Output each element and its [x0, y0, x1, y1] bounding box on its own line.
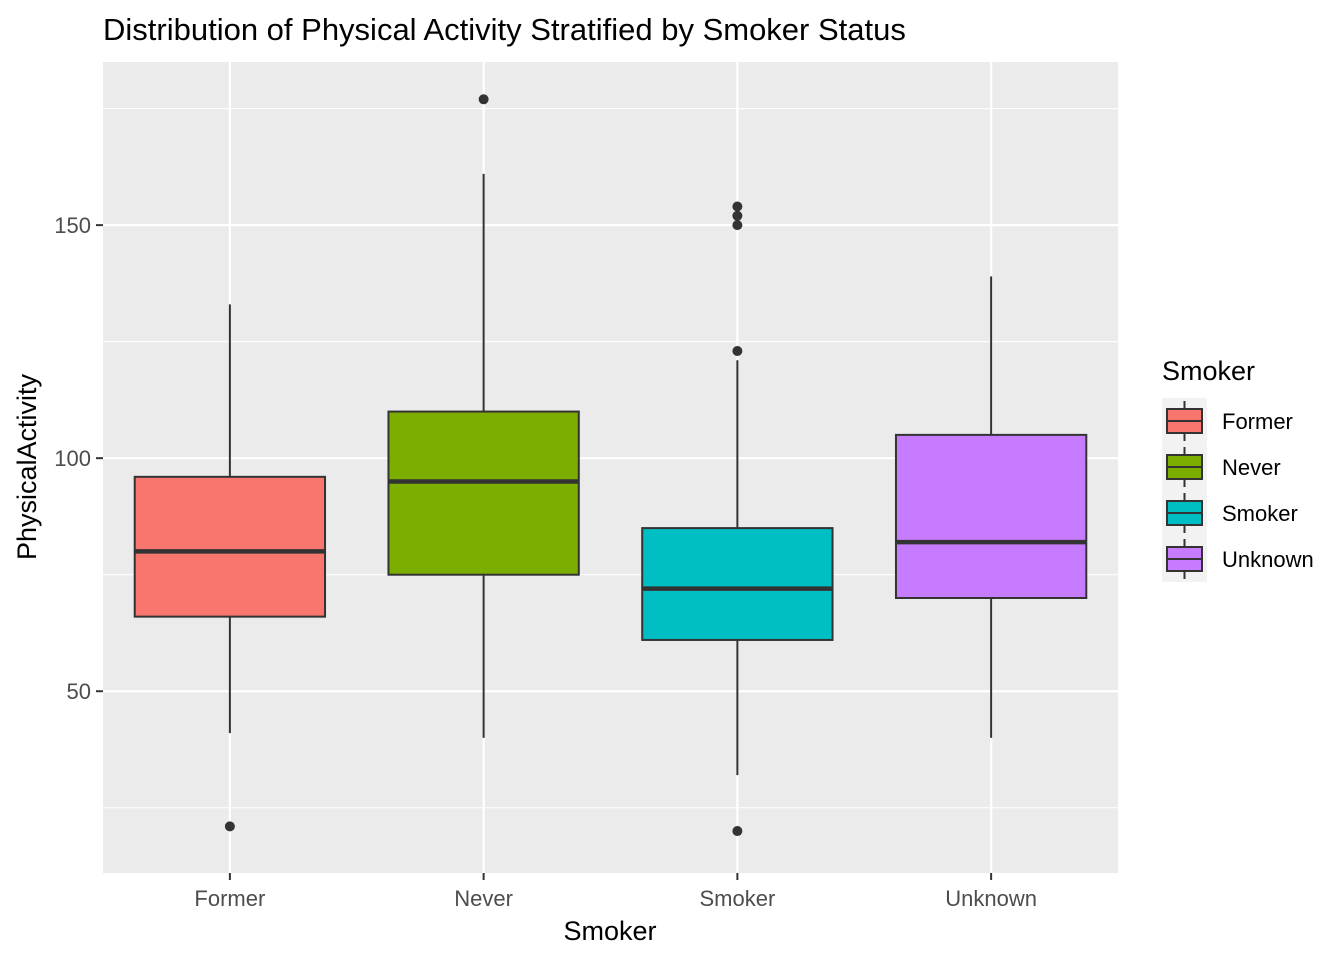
outlier-point — [478, 94, 489, 105]
outlier-point — [732, 210, 743, 221]
legend-label: Never — [1222, 455, 1281, 480]
x-tick-label: Unknown — [945, 886, 1037, 911]
outlier-point — [224, 821, 235, 832]
x-tick-label: Never — [454, 886, 513, 911]
plot-area: 50 100 150 Former Never Smoker Unknown — [54, 62, 1118, 911]
box-former — [133, 304, 327, 832]
iqr-box — [387, 410, 580, 576]
outlier-point — [732, 220, 743, 231]
x-axis-title: Smoker — [563, 916, 656, 946]
outlier-point — [732, 826, 743, 837]
legend-entry-former: Former — [1162, 398, 1293, 444]
box-unknown — [894, 276, 1088, 738]
y-tick-label: 150 — [54, 213, 91, 238]
legend-label: Former — [1222, 409, 1293, 434]
iqr-box — [894, 433, 1088, 600]
iqr-box — [641, 527, 834, 641]
x-tick-label: Smoker — [699, 886, 775, 911]
legend-label: Smoker — [1222, 501, 1298, 526]
box-smoker — [641, 201, 834, 837]
legend-entry-smoker: Smoker — [1162, 490, 1298, 536]
iqr-box — [133, 475, 327, 618]
y-axis-title: PhysicalActivity — [12, 373, 42, 560]
x-tick-label: Former — [194, 886, 265, 911]
legend: Smoker Former Never Smoker Unknown — [1162, 356, 1314, 582]
legend-entry-unknown: Unknown — [1162, 536, 1314, 582]
legend-label: Unknown — [1222, 547, 1314, 572]
legend-title: Smoker — [1162, 356, 1255, 386]
legend-entry-never: Never — [1162, 444, 1281, 490]
box-never — [387, 94, 580, 738]
outlier-point — [732, 201, 743, 212]
y-tick-label: 50 — [67, 679, 91, 704]
y-tick-label: 100 — [54, 446, 91, 471]
chart-title: Distribution of Physical Activity Strati… — [103, 12, 906, 47]
outlier-point — [732, 345, 743, 356]
